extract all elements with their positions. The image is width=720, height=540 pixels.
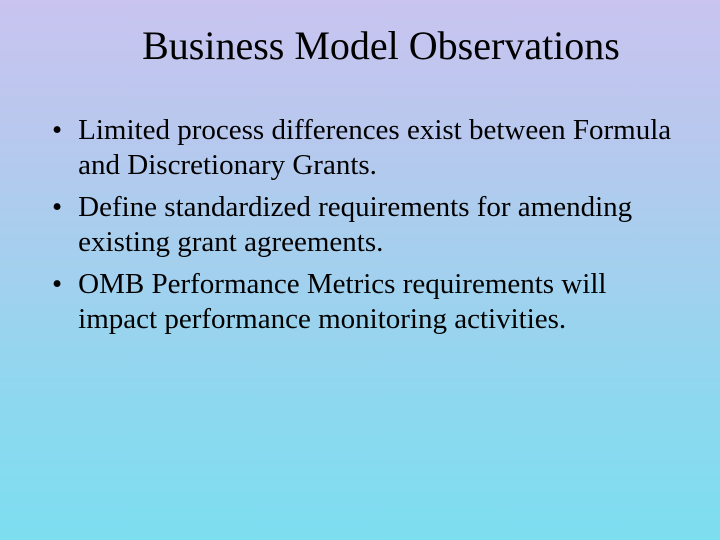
list-item: • Limited process differences exist betw… xyxy=(52,113,682,184)
bullet-marker-icon: • xyxy=(52,190,62,225)
list-item: • OMB Performance Metrics requirements w… xyxy=(52,267,682,338)
list-item: • Define standardized requirements for a… xyxy=(52,190,682,261)
bullet-text: Define standardized requirements for ame… xyxy=(78,190,682,261)
slide-title: Business Model Observations xyxy=(38,22,682,69)
bullet-text: OMB Performance Metrics requirements wil… xyxy=(78,267,682,338)
slide-container: Business Model Observations • Limited pr… xyxy=(0,0,720,540)
bullet-text: Limited process differences exist betwee… xyxy=(78,113,682,184)
bullet-marker-icon: • xyxy=(52,113,62,148)
bullet-list: • Limited process differences exist betw… xyxy=(38,113,682,337)
bullet-marker-icon: • xyxy=(52,267,62,302)
